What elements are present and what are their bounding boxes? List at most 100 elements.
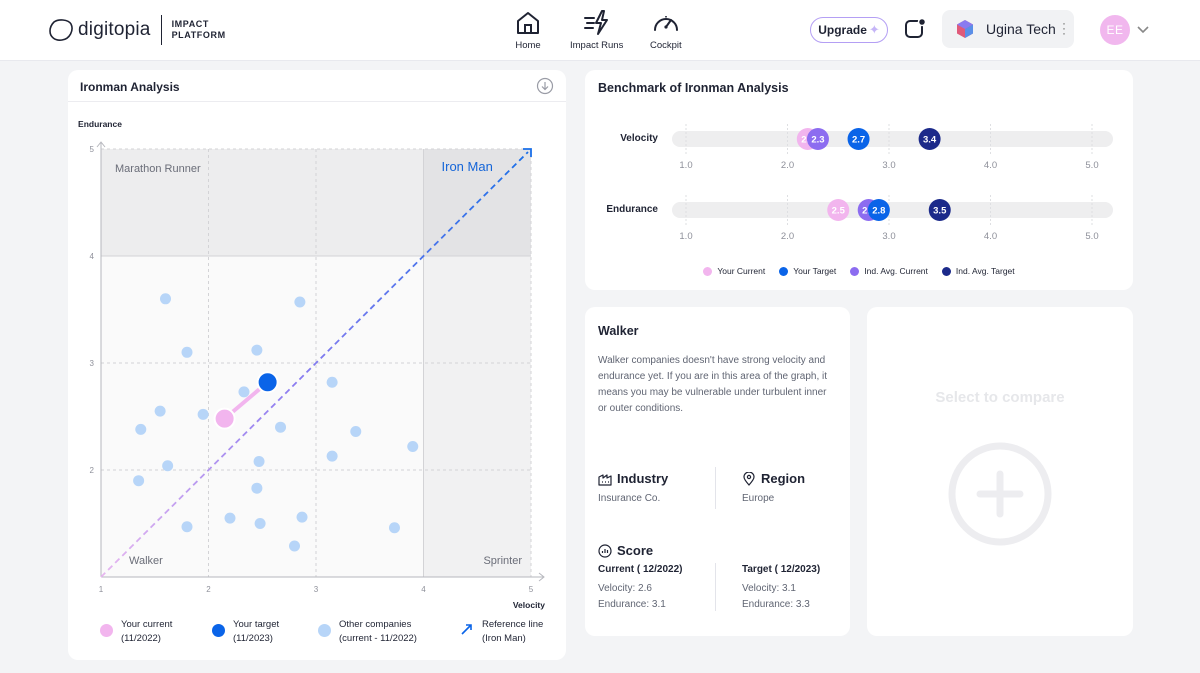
other-company-point-19	[296, 511, 308, 523]
compare-card[interactable]: Select to compare	[867, 307, 1133, 636]
score-current-label: Current ( 12/2022)	[598, 564, 683, 575]
bench-marker-label-endurance-2: 2.8	[872, 206, 885, 217]
bench-category-endurance: Endurance	[606, 204, 658, 215]
legend-others-date: (current - 11/2022)	[339, 633, 417, 644]
y-tick-3: 3	[90, 359, 95, 368]
legend-ind-avg-current: Ind. Avg. Current	[850, 266, 928, 276]
quadrant-label-marathon-runner: Marathon Runner	[115, 163, 201, 175]
other-company-point-8	[275, 421, 287, 433]
benchmark-card: Benchmark of Ironman Analysis Velocity 1.…	[585, 70, 1133, 290]
quadrant-sprinter-shade	[423, 256, 531, 577]
walker-description: Walker companies doesn't have strong vel…	[598, 355, 828, 414]
select-to-compare-label: Select to compare	[935, 389, 1065, 406]
other-company-point-9	[135, 423, 147, 435]
bench-tick-endurance-4.0: 4.0	[984, 231, 997, 242]
add-compare-icon[interactable]	[947, 441, 1053, 547]
benchmark-legend: Your Current Your Target Ind. Avg. Curre…	[585, 266, 1133, 276]
nav-impact-runs-label: Impact Runs	[570, 40, 624, 51]
top-header: digitopia IMPACT PLATFORM Home Impact Ru…	[0, 0, 1200, 60]
bench-tick-endurance-3.0: 3.0	[882, 231, 895, 242]
other-company-point-18	[254, 518, 266, 529]
bench-marker-endurance-3	[928, 199, 951, 221]
logo-text: digitopia	[78, 19, 151, 40]
nav-home-label: Home	[515, 40, 541, 51]
legend-current-label: Your current	[121, 619, 173, 630]
other-company-point-11	[407, 440, 419, 452]
more-vertical-icon[interactable]: · · ·	[1062, 16, 1066, 40]
legend-other-companies: Other companies (current - 11/2022)	[318, 618, 417, 646]
your-current-point	[213, 407, 236, 430]
download-icon[interactable]	[536, 77, 554, 95]
x-tick-5: 5	[529, 585, 534, 594]
bench-marker-velocity-1	[806, 128, 829, 150]
reference-line	[100, 151, 529, 578]
legend-ref-label: Reference line	[482, 619, 544, 630]
chevron-down-icon[interactable]	[1136, 22, 1150, 36]
bench-tick-endurance-2.0: 2.0	[781, 231, 794, 242]
bench-tick-velocity-4.0: 4.0	[984, 160, 997, 171]
logo[interactable]: digitopia IMPACT PLATFORM	[48, 15, 226, 45]
factory-icon	[598, 473, 612, 486]
nav-cockpit-label: Cockpit	[650, 40, 682, 51]
bench-marker-endurance-0	[827, 199, 850, 221]
other-company-point-1	[294, 296, 306, 308]
score-target-endurance: Endurance: 3.3	[742, 599, 810, 610]
info-divider-2	[715, 563, 716, 611]
logo-subtitle-line-2: PLATFORM	[171, 30, 226, 40]
legend-target-label: Your target	[233, 619, 280, 630]
walker-title: Walker	[598, 324, 639, 338]
walker-card: Walker Walker companies doesn't have str…	[585, 307, 850, 636]
bench-marker-velocity-3	[918, 128, 941, 150]
other-company-point-5	[238, 386, 250, 398]
bench-tick-velocity-3.0: 3.0	[882, 160, 895, 171]
org-switcher[interactable]: Ugina Tech · · ·	[942, 10, 1074, 48]
score-label: Score	[617, 543, 654, 558]
ironman-scatter-chart: 1 2 3 4 5 2 3 4 5 Endurance Velocity Marathon Runne…	[78, 119, 545, 610]
bench-track-endurance	[672, 202, 1113, 218]
legend-target-date: (11/2023)	[233, 633, 273, 644]
score-target-velocity: Velocity: 3.1	[742, 583, 796, 594]
upgrade-button[interactable]: Upgrade ✦	[810, 17, 888, 43]
nav-home[interactable]: Home	[513, 8, 543, 51]
score-current-velocity: Velocity: 2.6	[598, 583, 652, 594]
nav-impact-runs[interactable]: Impact Runs	[570, 8, 623, 51]
score-current-endurance: Endurance: 3.1	[598, 599, 666, 610]
y-tick-4: 4	[90, 252, 95, 261]
ironman-analysis-title: Ironman Analysis	[80, 80, 180, 94]
other-company-point-16	[251, 482, 263, 494]
x-tick-4: 4	[421, 585, 426, 594]
bench-tick-velocity-5.0: 5.0	[1085, 160, 1098, 171]
other-company-point-2	[181, 346, 193, 358]
avatar[interactable]: EE	[1100, 15, 1130, 45]
benchmark-title: Benchmark of Ironman Analysis	[598, 81, 789, 95]
nav-cockpit[interactable]: Cockpit	[650, 8, 682, 51]
impact-runs-icon	[583, 10, 608, 35]
score-gauge-icon	[598, 543, 612, 558]
logo-subtitle-line-1: IMPACT	[171, 19, 210, 29]
other-company-point-4	[326, 376, 338, 388]
legend-your-target: Your target (11/2023)	[212, 618, 279, 646]
quadrant-walker-shade	[101, 256, 424, 577]
y-axis-arrow	[96, 141, 106, 148]
industry-label: Industry	[617, 471, 669, 486]
legend-current-dot	[100, 624, 113, 637]
x-tick-2: 2	[206, 585, 211, 594]
y-tick-5: 5	[90, 145, 95, 154]
other-company-point-14	[162, 460, 174, 472]
notification-icon[interactable]	[903, 17, 927, 41]
score-heading: Score	[598, 543, 653, 558]
bench-track-velocity	[672, 131, 1113, 147]
bench-tick-velocity-2.0: 2.0	[781, 160, 794, 171]
x-axis-label: Velocity	[513, 600, 545, 610]
bench-marker-velocity-2	[847, 128, 870, 150]
upgrade-label: Upgrade	[818, 23, 867, 37]
org-logo-icon	[957, 20, 973, 38]
other-company-point-21	[388, 522, 400, 534]
info-divider-1	[715, 467, 716, 509]
industry-value: Insurance Co.	[598, 493, 661, 504]
logo-mark-icon	[49, 19, 73, 41]
legend-reference-line: Reference line (Iron Man)	[460, 618, 543, 646]
other-company-point-10	[350, 425, 362, 437]
legend-others-dot	[318, 624, 331, 637]
bench-tick-endurance-5.0: 5.0	[1085, 231, 1098, 242]
